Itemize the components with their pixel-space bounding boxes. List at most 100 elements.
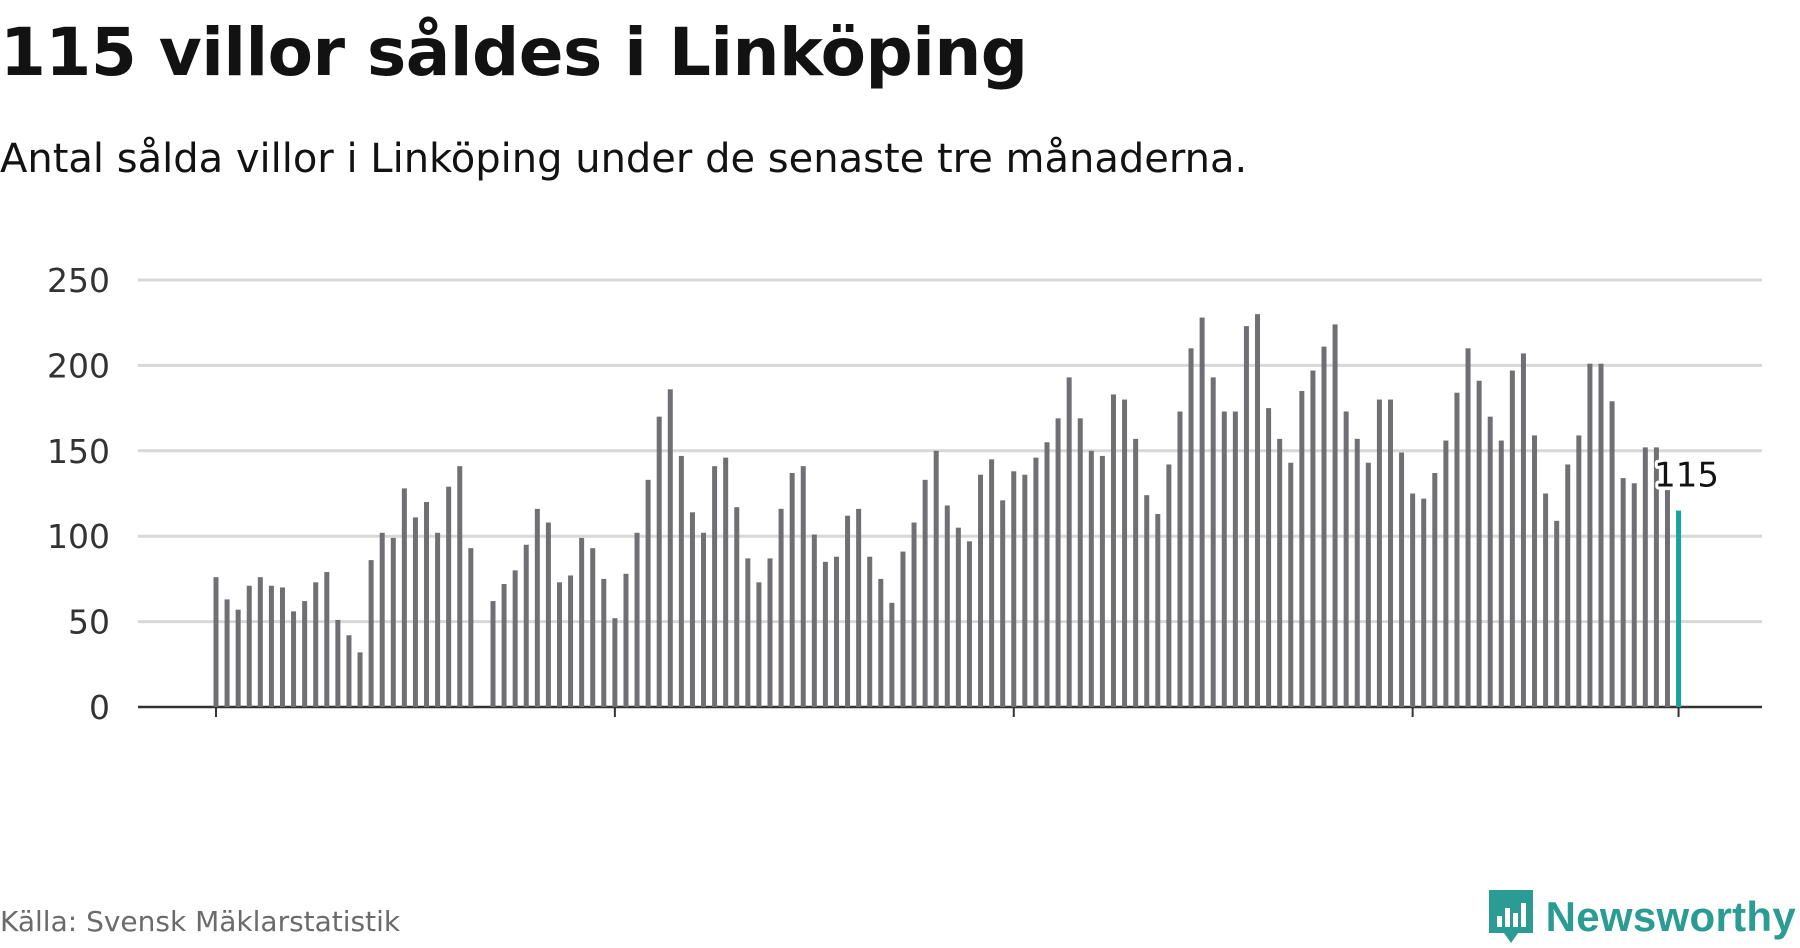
bar (468, 548, 474, 707)
bar-chart: 0 50 100 150 200 250 20122015201820212023 115 (47, 261, 1762, 720)
bar (1365, 462, 1371, 707)
bar (412, 517, 418, 707)
bar (1255, 314, 1261, 707)
bar (1476, 380, 1482, 707)
bar (1155, 513, 1161, 707)
bar (1421, 498, 1427, 707)
bar (1266, 408, 1272, 707)
bar (357, 652, 363, 707)
bar (1443, 440, 1449, 707)
bar (1432, 473, 1438, 707)
y-tick-label: 100 (47, 517, 110, 556)
bar (335, 619, 341, 707)
bar (878, 578, 884, 707)
bar (1199, 317, 1205, 707)
bar (845, 515, 851, 707)
bar (1000, 500, 1006, 707)
bar (534, 508, 540, 707)
bar (579, 537, 585, 707)
bar (390, 537, 396, 707)
chart-title: 115 villor såldes i Linköping (0, 14, 1028, 91)
bar (678, 455, 684, 707)
bar (313, 582, 319, 707)
bar (1144, 495, 1150, 707)
bar (1310, 370, 1316, 707)
y-tick-label: 150 (47, 432, 110, 471)
bar (1243, 326, 1249, 707)
bar (978, 474, 984, 707)
bar (944, 505, 950, 707)
bar (568, 575, 574, 707)
bar (701, 532, 707, 707)
bar (446, 486, 452, 707)
bar (401, 488, 407, 707)
bar (1288, 462, 1294, 707)
bar (1576, 435, 1582, 707)
bar (889, 602, 895, 707)
bar (645, 479, 651, 707)
bar (457, 466, 463, 707)
bar (368, 560, 374, 707)
bar (601, 578, 607, 707)
bar (712, 466, 718, 707)
bar (1520, 353, 1526, 707)
bar (1166, 464, 1172, 707)
bar (689, 512, 695, 707)
data-label-last: 115 (1654, 456, 1719, 496)
bar (1232, 411, 1238, 707)
bar (667, 389, 673, 707)
bar (1642, 447, 1648, 707)
bar (900, 551, 906, 707)
bar (1498, 440, 1504, 707)
x-axis-tick-labels: 20122015201820212023 (215, 707, 1680, 717)
bar (490, 601, 496, 707)
bar (1653, 447, 1659, 707)
bar (268, 585, 274, 707)
bar (1099, 455, 1105, 707)
bar (424, 502, 430, 707)
bar (224, 599, 230, 707)
bar (656, 416, 662, 707)
bar (1332, 324, 1338, 707)
bar (246, 585, 252, 707)
bar (634, 532, 640, 707)
bar (778, 508, 784, 707)
bar (1664, 490, 1670, 707)
bar (1188, 348, 1194, 707)
bar-highlight (1676, 510, 1682, 707)
bar (1221, 411, 1227, 707)
y-axis-tick-labels: 0 50 100 150 200 250 (47, 261, 110, 720)
bar (1620, 478, 1626, 707)
bar (767, 558, 773, 707)
newsworthy-logo-icon (1488, 890, 1533, 943)
bar (856, 508, 862, 707)
bar (1055, 418, 1061, 707)
bar (512, 570, 518, 707)
bar (213, 577, 219, 707)
source-note: Källa: Svensk Mäklarstatistik (0, 905, 401, 938)
bar (1387, 399, 1393, 707)
bar (1177, 411, 1183, 707)
data-labels: 115 (1651, 453, 1722, 499)
bar (612, 618, 618, 707)
bar (1509, 370, 1515, 707)
bar (833, 556, 839, 707)
bar (1122, 399, 1128, 707)
bar (811, 534, 817, 707)
bar (745, 558, 751, 707)
bar (1299, 391, 1305, 707)
bar (523, 544, 529, 707)
bar (955, 527, 961, 707)
chart-subtitle: Antal sålda villor i Linköping under de … (0, 136, 1248, 182)
bar (1554, 520, 1560, 707)
y-tick-label: 200 (47, 346, 110, 385)
bar (867, 556, 873, 707)
bar (1044, 442, 1050, 707)
bar (734, 507, 740, 707)
bar (545, 522, 551, 707)
bar (1110, 394, 1116, 707)
bar (590, 548, 596, 707)
bar (1609, 401, 1615, 707)
bar (279, 587, 285, 707)
bar (1088, 450, 1094, 707)
